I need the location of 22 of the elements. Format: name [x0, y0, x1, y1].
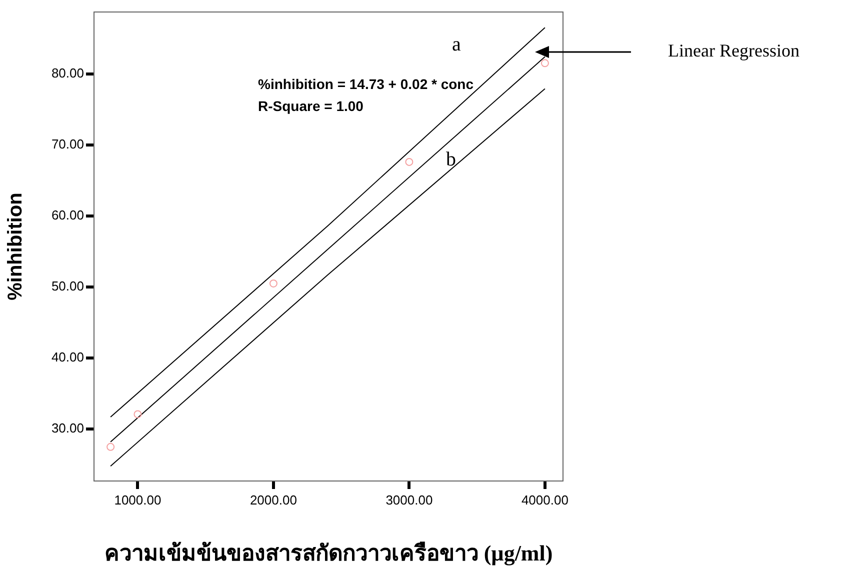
x-tick-label: 2000.00: [250, 492, 297, 508]
annotation: R-Square = 1.00: [258, 98, 364, 114]
x-axis-title: ความเข้มข้นของสารสกัดกวาวเครือขาว (µg/ml): [104, 540, 553, 566]
point: [540, 59, 549, 68]
text: Linear Regression: [668, 40, 800, 61]
point: [269, 279, 278, 288]
point: [106, 442, 115, 451]
y-tick-label: 60.00: [51, 208, 84, 223]
x-tick-label: 4000.00: [521, 492, 568, 508]
y-tick-label: 30.00: [51, 420, 84, 436]
x-tick-label: 1000.00: [114, 492, 162, 508]
y-tick-label: 70.00: [51, 136, 84, 152]
y-axis-title: %inhibition: [4, 192, 27, 300]
y-tick-label: 80.00: [51, 65, 84, 80]
annotation: a: [452, 33, 461, 56]
annotation: %inhibition = 14.73 + 0.02 * conc: [258, 76, 474, 92]
point: [134, 410, 142, 418]
y-tick-label: 50.00: [51, 278, 84, 294]
annotation: b: [446, 148, 456, 170]
x-tick-label: 3000.00: [386, 492, 433, 508]
point: [405, 158, 414, 166]
y-tick-label: 40.00: [51, 350, 84, 365]
